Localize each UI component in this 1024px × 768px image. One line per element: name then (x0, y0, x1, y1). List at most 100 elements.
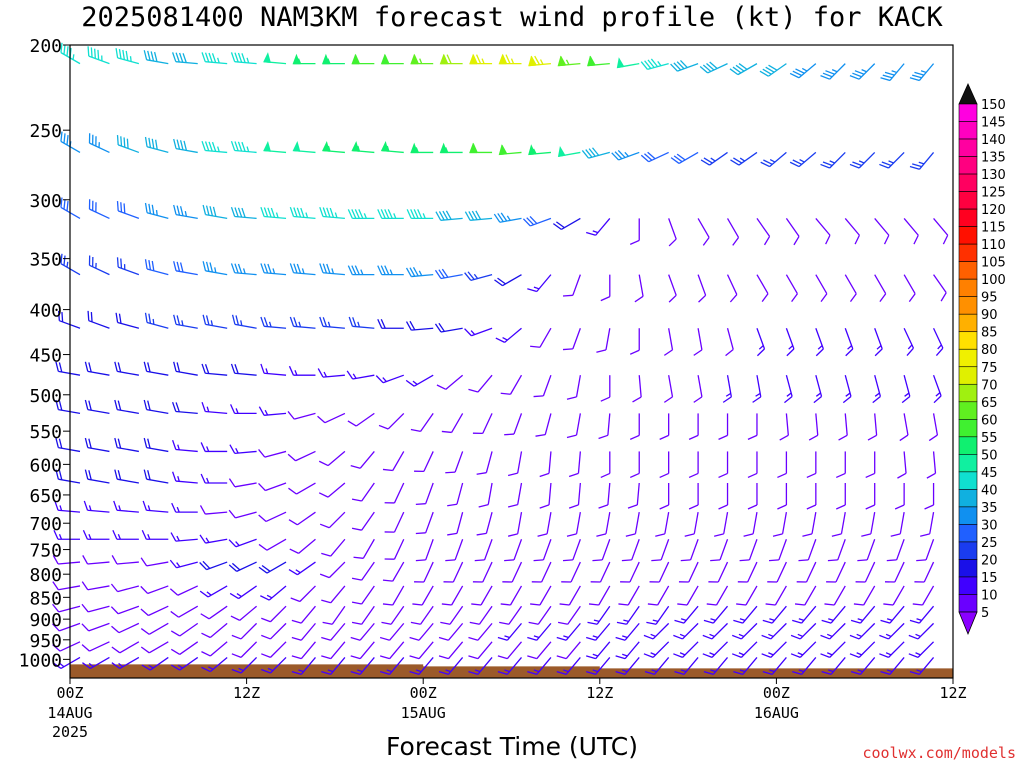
wind-barb (291, 657, 316, 675)
wind-barb (231, 622, 258, 640)
wind-barb (838, 413, 848, 441)
wind-barb (409, 622, 434, 641)
wind-barb (468, 641, 493, 660)
wind-barb (697, 218, 710, 246)
wind-barb (476, 451, 493, 475)
wind-barb (670, 60, 699, 72)
wind-barb (82, 529, 110, 540)
wind-barb (231, 657, 258, 674)
wind-barb (777, 451, 788, 479)
wind-barb (790, 641, 817, 658)
wind-barb (533, 539, 552, 562)
wind-barb (230, 52, 257, 65)
colorbar-segment (958, 208, 978, 227)
wind-barb (640, 58, 669, 70)
wind-barb (291, 641, 316, 660)
wind-barb (170, 532, 198, 542)
x-axis-label: Forecast Time (UTC) (386, 732, 638, 761)
colorbar-label: 145 (981, 116, 1006, 131)
wind-barb (83, 500, 110, 513)
colorbar-label: 75 (981, 361, 998, 376)
wind-barb (88, 199, 110, 219)
wind-barb (879, 641, 905, 658)
wind-barb (443, 561, 464, 583)
y-tick-label: 550 (29, 422, 62, 443)
wind-barb (880, 605, 905, 624)
wind-barb (533, 374, 552, 398)
colorbar-segment (958, 436, 978, 455)
wind-barb (447, 482, 464, 507)
wind-barb (756, 327, 766, 357)
wind-barb (556, 657, 581, 675)
wind-barb (415, 511, 434, 535)
wind-barb (680, 539, 699, 562)
wind-barb (261, 622, 287, 640)
wind-barb (729, 63, 758, 76)
colorbar-label: 85 (981, 326, 998, 341)
wind-barb (600, 274, 611, 302)
wind-barb (615, 622, 640, 641)
wind-barb (527, 641, 552, 660)
wind-barb (405, 267, 434, 278)
wind-barb (201, 641, 228, 657)
wind-barb (381, 605, 405, 625)
wind-barb (497, 657, 522, 675)
wind-barb (476, 511, 493, 536)
wind-barb (258, 538, 287, 551)
wind-barb (377, 265, 404, 276)
wind-barb (351, 140, 375, 154)
wind-barb (410, 142, 434, 154)
wind-barb (718, 413, 729, 440)
x-tick-sublabel: 15AUG (401, 704, 446, 722)
colorbar-segment (958, 226, 978, 245)
wind-barb (620, 561, 640, 583)
wind-barb (587, 605, 611, 625)
wind-barb (586, 622, 611, 641)
wind-barb (53, 529, 80, 540)
wind-barb (140, 605, 169, 617)
wind-barb (200, 442, 228, 453)
wind-barb (588, 585, 611, 606)
wind-barb (874, 327, 883, 357)
credit-link[interactable]: coolwx.com/models (862, 744, 1016, 762)
wind-barb (932, 374, 942, 404)
wind-barb (821, 657, 846, 675)
wind-barb (469, 605, 493, 625)
wind-barb (815, 274, 828, 303)
colorbar-segment (958, 156, 978, 175)
y-tick-label: 350 (29, 250, 62, 271)
wind-barb (379, 657, 405, 675)
wind-barbs (52, 42, 949, 675)
y-tick-label: 650 (29, 486, 62, 507)
wind-barb (114, 361, 139, 376)
wind-barb (688, 413, 699, 440)
wind-barb (382, 451, 405, 472)
wind-barb (867, 413, 878, 441)
wind-barb (116, 257, 140, 276)
wind-barb (173, 261, 198, 276)
wind-barb (703, 605, 729, 624)
wind-barb (530, 327, 552, 348)
wind-barb (903, 274, 916, 303)
x-tick-label: 00Z (763, 684, 790, 702)
wind-barb (202, 261, 228, 276)
wind-barb (351, 511, 375, 531)
wind-barb (111, 641, 140, 654)
wind-barb (844, 327, 854, 357)
wind-barb (319, 561, 346, 579)
wind-barb (347, 265, 375, 276)
colorbar-segment (958, 278, 978, 297)
colorbar-label: 55 (981, 431, 998, 446)
colorbar-segment (958, 454, 978, 473)
wind-barb (170, 641, 199, 655)
wind-barb (52, 581, 81, 591)
wind-barb (291, 605, 316, 624)
wind-barb (504, 413, 523, 436)
colorbar-segment (958, 401, 978, 420)
y-tick-label: 850 (29, 588, 62, 609)
wind-barb (710, 539, 729, 562)
wind-barb (880, 63, 905, 82)
wind-barb (319, 263, 345, 276)
wind-barb (611, 150, 640, 161)
wind-barb (110, 605, 140, 615)
